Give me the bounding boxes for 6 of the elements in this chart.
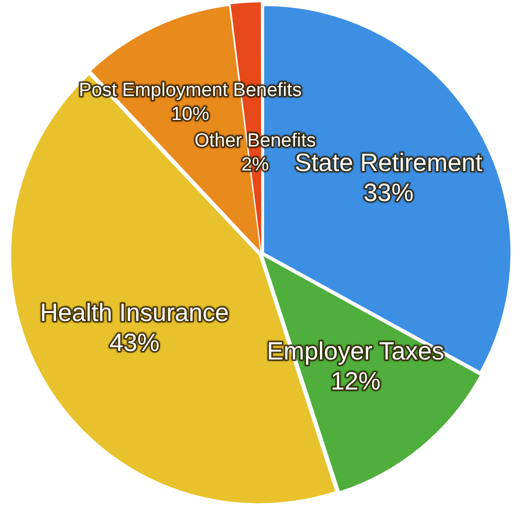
slice-label: State Retirement bbox=[294, 148, 482, 177]
data-label: 43% bbox=[109, 329, 160, 358]
data-label: 10% bbox=[171, 104, 210, 125]
data-label: 33% bbox=[364, 178, 414, 207]
data-label: 12% bbox=[330, 368, 381, 396]
slice-label: Health Insurance bbox=[40, 299, 229, 328]
